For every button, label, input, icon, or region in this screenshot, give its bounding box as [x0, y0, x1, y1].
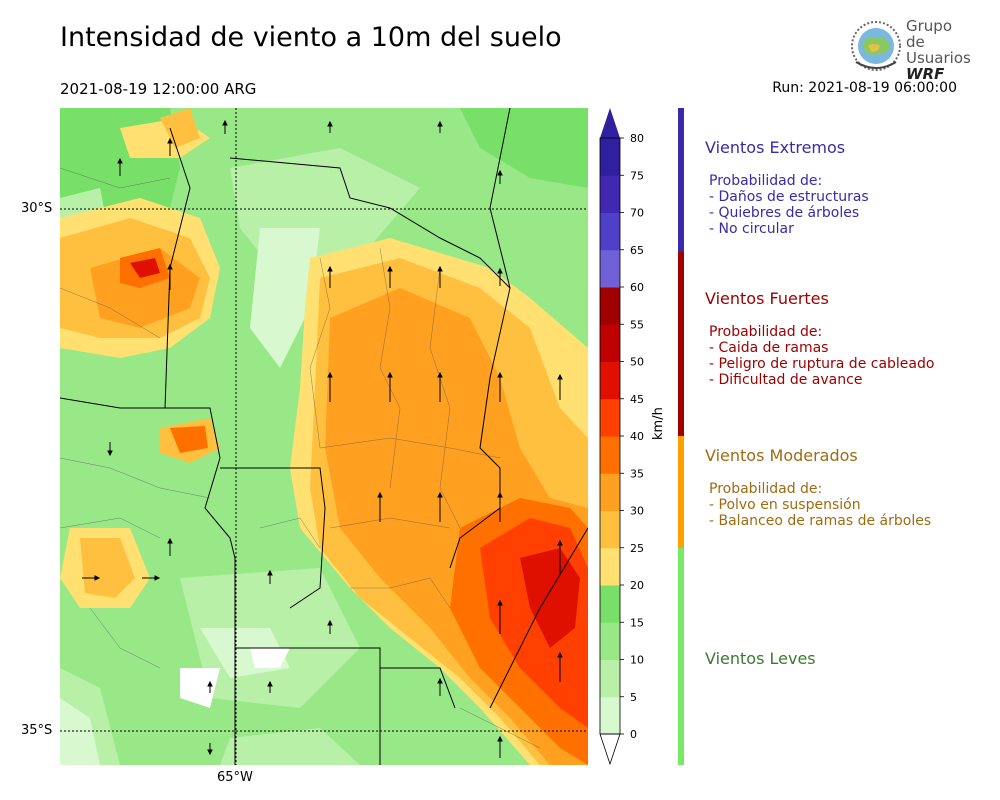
colorbar-tick-label: 65	[630, 244, 644, 257]
logo-line-3: WRF	[906, 65, 945, 83]
category-desc: Probabilidad de: - Caida de ramas - Peli…	[709, 324, 934, 388]
colorbar-band	[600, 473, 620, 511]
colorbar-tick-label: 20	[630, 579, 644, 592]
colorbar-min-arrow	[599, 733, 621, 766]
category-desc: Probabilidad de: - Daños de estructuras …	[709, 173, 869, 237]
colorbar-tick-label: 60	[630, 281, 644, 294]
lat-label-30s: 30°S	[21, 201, 53, 216]
desc-item: - No circular	[709, 221, 794, 237]
category-extremos: Vientos Extremos Probabilidad de: - Daño…	[705, 138, 869, 237]
colorbar-band	[600, 361, 620, 400]
colorbar-band	[600, 249, 620, 288]
colorbar-tick-label: 5	[630, 691, 637, 704]
legend-bar-fuertes	[678, 252, 684, 436]
category-desc: Probabilidad de: - Polvo en suspensión -…	[709, 481, 931, 529]
colorbar-tick-label: 40	[630, 430, 644, 443]
category-title: Vientos Extremos	[705, 138, 846, 157]
colorbar-tick-label: 75	[630, 169, 644, 182]
colorbar-tick-label: 70	[630, 207, 644, 220]
logo-line-1: Grupo de	[906, 17, 952, 51]
desc-item: - Daños de estructuras	[709, 189, 869, 205]
colorbar-tick-label: 10	[630, 654, 644, 667]
colorbar-band	[600, 212, 620, 251]
colorbar-tick-label: 55	[630, 318, 644, 331]
colorbar-tick-label: 35	[630, 467, 644, 480]
colorbar-band	[600, 547, 620, 586]
colorbar: 0 5 10 15 20 25 30 35 40 45 50 55 60 65 70 75 80	[599, 108, 644, 766]
colorbar-band	[600, 138, 620, 176]
colorbar-max-arrow	[600, 108, 620, 138]
colorbar-band	[600, 287, 620, 325]
desc-item: - Polvo en suspensión	[709, 497, 861, 513]
category-title: Vientos Leves	[705, 649, 816, 668]
colorbar-band	[600, 436, 620, 474]
colorbar-band	[600, 398, 620, 437]
chart-title: Intensidad de viento a 10m del suelo	[60, 22, 562, 53]
colorbar-tick-label: 80	[630, 132, 644, 145]
desc-item: - Balanceo de ramas de árboles	[709, 513, 932, 529]
colorbar-tick-label: 0	[630, 728, 637, 741]
desc-item: - Peligro de ruptura de cableado	[709, 356, 935, 372]
logo-line-2: Usuarios	[906, 49, 971, 67]
desc-item: - Caida de ramas	[709, 340, 829, 356]
category-title: Vientos Fuertes	[705, 289, 829, 308]
desc-title: Probabilidad de:	[709, 324, 823, 340]
colorbar-band	[600, 510, 620, 549]
wind-map	[60, 108, 588, 765]
category-leves: Vientos Leves	[705, 649, 816, 668]
run-time: Run: 2021-08-19 06:00:00	[772, 80, 957, 96]
colorbar-band	[600, 324, 620, 362]
category-fuertes: Vientos Fuertes Probabilidad de: - Caida…	[705, 289, 934, 388]
lon-label-65w: 65°W	[217, 770, 253, 785]
legend-bar-extremos	[678, 108, 684, 252]
colorbar-tick-label: 15	[630, 616, 644, 629]
legend-bar-moderados	[678, 436, 684, 548]
wrf-logo: Grupo de Usuarios WRF	[848, 16, 971, 82]
globe-emblem-icon	[851, 21, 901, 71]
colorbar-band	[600, 175, 620, 213]
colorbar-tick-label: 30	[630, 505, 644, 518]
valid-time: 2021-08-19 12:00:00 ARG	[60, 80, 257, 98]
colorbar-band	[600, 696, 620, 735]
colorbar-band	[600, 659, 620, 698]
desc-title: Probabilidad de:	[709, 481, 823, 497]
colorbar-tick-label: 50	[630, 356, 644, 369]
colorbar-band	[600, 622, 620, 660]
category-moderados: Vientos Moderados Probabilidad de: - Pol…	[705, 446, 931, 529]
desc-item: - Quiebres de árboles	[709, 205, 860, 221]
colorbar-unit: km/h	[651, 407, 666, 440]
desc-item: - Dificultad de avance	[709, 372, 863, 388]
legend-bar-leves	[678, 548, 684, 765]
colorbar-band	[600, 585, 620, 623]
colorbar-tick-label: 45	[630, 393, 644, 406]
desc-title: Probabilidad de:	[709, 173, 823, 189]
colorbar-tick-label: 25	[630, 542, 644, 555]
lat-label-35s: 35°S	[21, 723, 53, 738]
category-title: Vientos Moderados	[705, 446, 858, 465]
